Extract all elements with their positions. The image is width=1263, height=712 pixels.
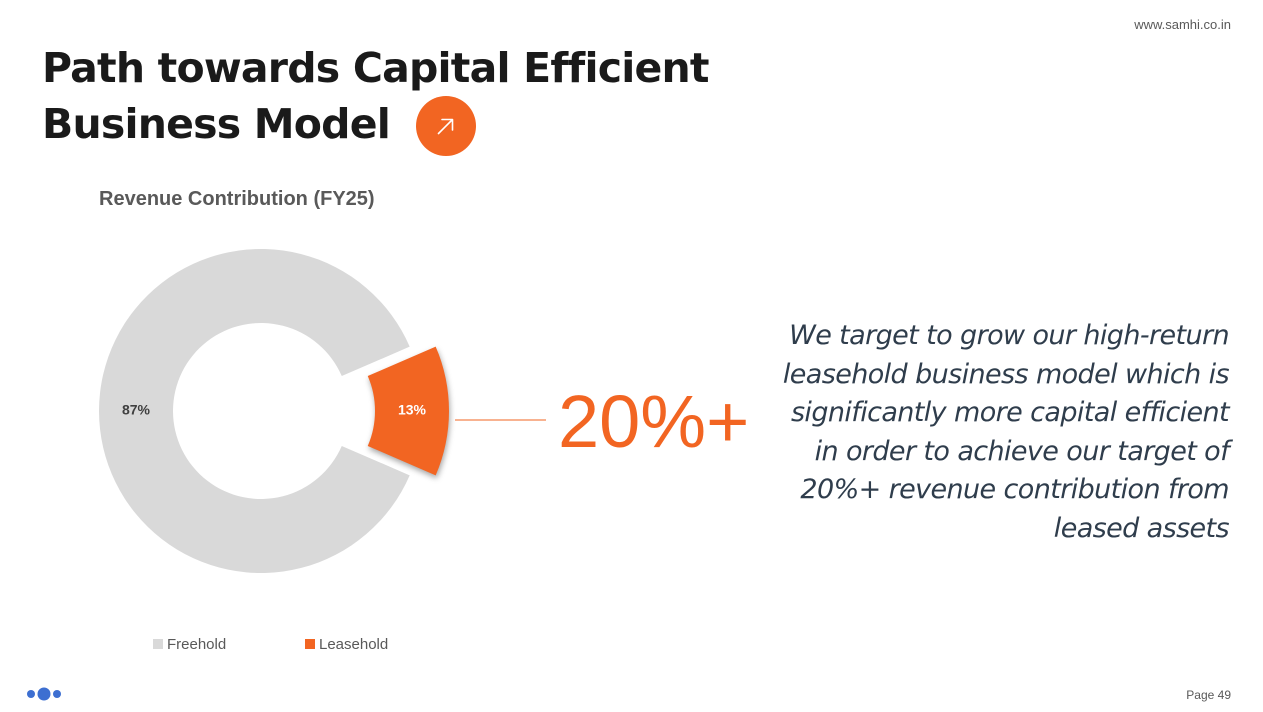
page-title-line-1: Path towards Capital Efficient [42, 44, 709, 92]
target-statement: We target to grow our high-return leaseh… [782, 320, 1230, 544]
page-title: Path towards Capital Efficient Business … [42, 40, 709, 152]
three-dots-logo [27, 687, 61, 701]
target-label: 20%+ [558, 380, 750, 463]
legend-swatch-leasehold [305, 639, 315, 649]
legend-item-freehold: Freehold [153, 636, 226, 653]
pie-slice-leasehold [367, 346, 449, 476]
legend-label-freehold: Freehold [167, 636, 227, 653]
arrow-up-right-icon [416, 96, 476, 156]
legend-item-leasehold: Leasehold [305, 636, 388, 653]
site-url[interactable]: www.samhi.co.in [1134, 17, 1231, 32]
page-title-line-2: Business Model [42, 100, 391, 148]
page-number: Page 49 [1186, 688, 1231, 702]
chart-title: Revenue Contribution (FY25) [99, 188, 375, 210]
data-label-freehold: 87% [122, 402, 151, 418]
legend-label-leasehold: Leasehold [319, 636, 389, 653]
pie-slice-freehold [98, 248, 410, 573]
data-label-leasehold: 13% [398, 402, 427, 418]
legend-swatch-freehold [153, 639, 163, 649]
